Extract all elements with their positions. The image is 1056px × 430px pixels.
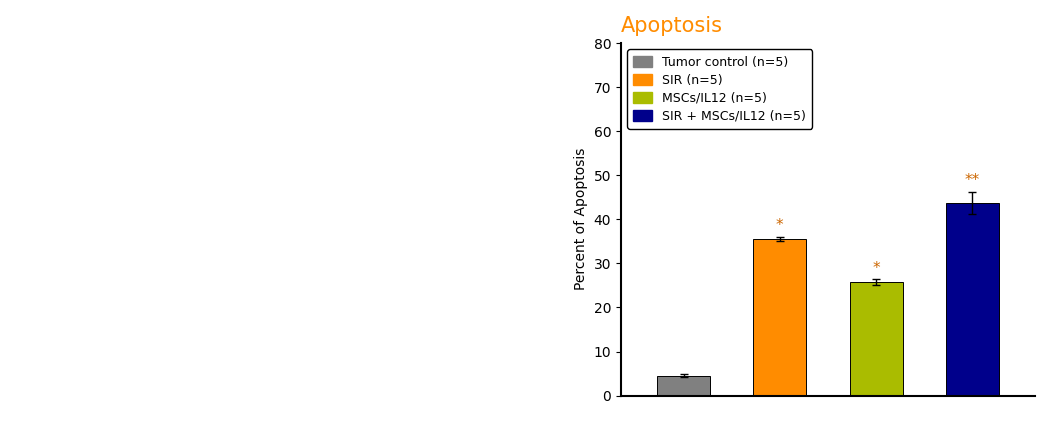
Y-axis label: Percent of Apoptosis: Percent of Apoptosis bbox=[574, 148, 588, 291]
Bar bbox=[946, 203, 999, 396]
Text: *: * bbox=[872, 261, 880, 276]
Text: **: ** bbox=[965, 173, 980, 188]
Legend: Tumor control (n=5), SIR (n=5), MSCs/IL12 (n=5), SIR + MSCs/IL12 (n=5): Tumor control (n=5), SIR (n=5), MSCs/IL1… bbox=[627, 49, 812, 129]
Text: *: * bbox=[776, 218, 784, 233]
Bar bbox=[657, 376, 710, 396]
Bar bbox=[753, 239, 806, 396]
Bar bbox=[850, 282, 903, 396]
Text: Apoptosis: Apoptosis bbox=[621, 16, 723, 36]
